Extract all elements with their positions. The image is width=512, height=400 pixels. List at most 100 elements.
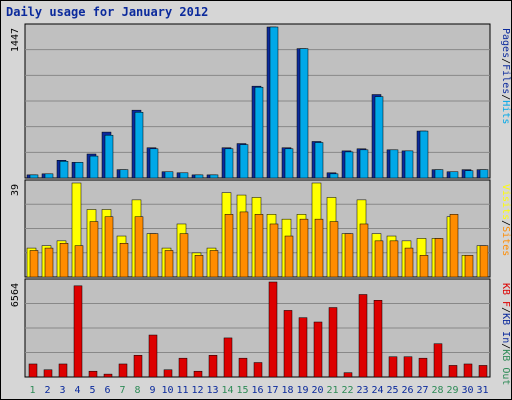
day-label: 17 xyxy=(266,385,278,396)
day-label: 8 xyxy=(134,385,140,396)
kbytes-bar xyxy=(343,372,353,378)
legend-separator: / xyxy=(500,220,511,226)
legend-separator: / xyxy=(500,307,511,313)
sites-bar xyxy=(254,214,264,278)
day-label: 16 xyxy=(251,385,263,396)
day-label: 22 xyxy=(341,385,353,396)
hits-bar xyxy=(299,48,309,179)
day-label: 28 xyxy=(431,385,443,396)
day-label: 19 xyxy=(296,385,308,396)
sites-bar xyxy=(89,221,99,278)
legend-separator: / xyxy=(500,94,511,100)
sites-bar xyxy=(239,211,249,278)
day-label: 26 xyxy=(401,385,413,396)
kbytes-bar xyxy=(298,317,308,378)
kbytes-legend: KB F/KB In/KB Out xyxy=(500,283,511,385)
hits-bar xyxy=(224,148,234,179)
kbytes-bar xyxy=(238,357,248,378)
day-label: 9 xyxy=(149,385,155,396)
hits-bar xyxy=(179,172,189,179)
sites-bar xyxy=(59,243,69,278)
kbytes-bar xyxy=(133,355,143,378)
hits-bar xyxy=(194,174,204,179)
hits-bar xyxy=(269,26,279,179)
legend-kb_f: KB F xyxy=(500,283,511,307)
kbytes-bar xyxy=(118,363,128,378)
hits-bar xyxy=(74,162,84,179)
day-label: 11 xyxy=(176,385,188,396)
day-label: 21 xyxy=(326,385,338,396)
legend-sites: Sites xyxy=(500,226,511,256)
kbytes-bar xyxy=(253,362,263,378)
kbytes-bar xyxy=(463,363,473,378)
hits-bar xyxy=(314,142,324,179)
day-label: 12 xyxy=(191,385,203,396)
sites-bar xyxy=(29,250,39,278)
hits-bar xyxy=(119,169,129,179)
hits-bar xyxy=(209,174,219,179)
sites-bar xyxy=(479,245,489,278)
sites-bar xyxy=(449,214,459,278)
legend-hits: Hits xyxy=(500,100,511,124)
hits-bar xyxy=(464,170,474,179)
legend-pages: Pages xyxy=(500,28,511,58)
day-label: 14 xyxy=(221,385,233,396)
sites-bar xyxy=(389,240,399,278)
sites-bar xyxy=(164,250,174,278)
hits-files-pages-legend: Pages/Files/Hits xyxy=(500,28,511,124)
sites-bar xyxy=(134,216,144,278)
kbytes-bar xyxy=(313,321,323,378)
hits-bar xyxy=(164,171,174,179)
day-label: 6 xyxy=(104,385,110,396)
day-label: 31 xyxy=(476,385,488,396)
sites-bar xyxy=(194,255,204,278)
kbytes-bar xyxy=(58,363,68,378)
visits-sites-ymax-label: 39 xyxy=(10,184,21,196)
sites-bar xyxy=(374,240,384,278)
sites-bar xyxy=(149,233,159,278)
kbytes-bar xyxy=(103,373,113,378)
day-label: 15 xyxy=(236,385,248,396)
hits-bar xyxy=(479,169,489,179)
sites-bar xyxy=(344,233,354,278)
kbytes-bar xyxy=(388,356,398,378)
hits-bar xyxy=(389,149,399,179)
legend-separator: / xyxy=(500,343,511,349)
sites-bar xyxy=(359,223,369,278)
kbytes-ymax-label: 6564 xyxy=(10,283,21,307)
hits-bar xyxy=(104,134,114,179)
hits-files-pages-ymax-label: 1447 xyxy=(10,28,21,52)
kbytes-bar xyxy=(163,369,173,378)
hits-bar xyxy=(149,148,159,179)
day-label: 3 xyxy=(59,385,65,396)
kbytes-bar xyxy=(478,365,488,378)
sites-bar xyxy=(179,233,189,278)
legend-kb_out: KB Out xyxy=(500,349,511,385)
kbytes-bar xyxy=(223,337,233,378)
kbytes-bar xyxy=(43,369,53,378)
hits-bar xyxy=(434,169,444,179)
sites-bar xyxy=(224,214,234,278)
day-label: 23 xyxy=(356,385,368,396)
kbytes-bar xyxy=(418,357,428,378)
sites-bar xyxy=(404,247,414,278)
sites-bar xyxy=(419,255,429,278)
kbytes-bar xyxy=(28,363,38,378)
day-label: 13 xyxy=(206,385,218,396)
legend-kb_in: KB In xyxy=(500,313,511,343)
hits-bar xyxy=(134,112,144,179)
hits-bar xyxy=(44,173,54,179)
hits-bar xyxy=(329,173,339,179)
day-label: 7 xyxy=(119,385,125,396)
hits-bar xyxy=(419,130,429,179)
hits-bar xyxy=(359,149,369,179)
legend-separator: / xyxy=(500,58,511,64)
day-label: 25 xyxy=(386,385,398,396)
hits-bar xyxy=(59,161,69,179)
day-label: 29 xyxy=(446,385,458,396)
visits-sites-legend: Visits/Sites xyxy=(500,184,511,256)
day-label: 1 xyxy=(29,385,35,396)
kbytes-bar xyxy=(328,307,338,378)
sites-bar xyxy=(104,216,114,278)
